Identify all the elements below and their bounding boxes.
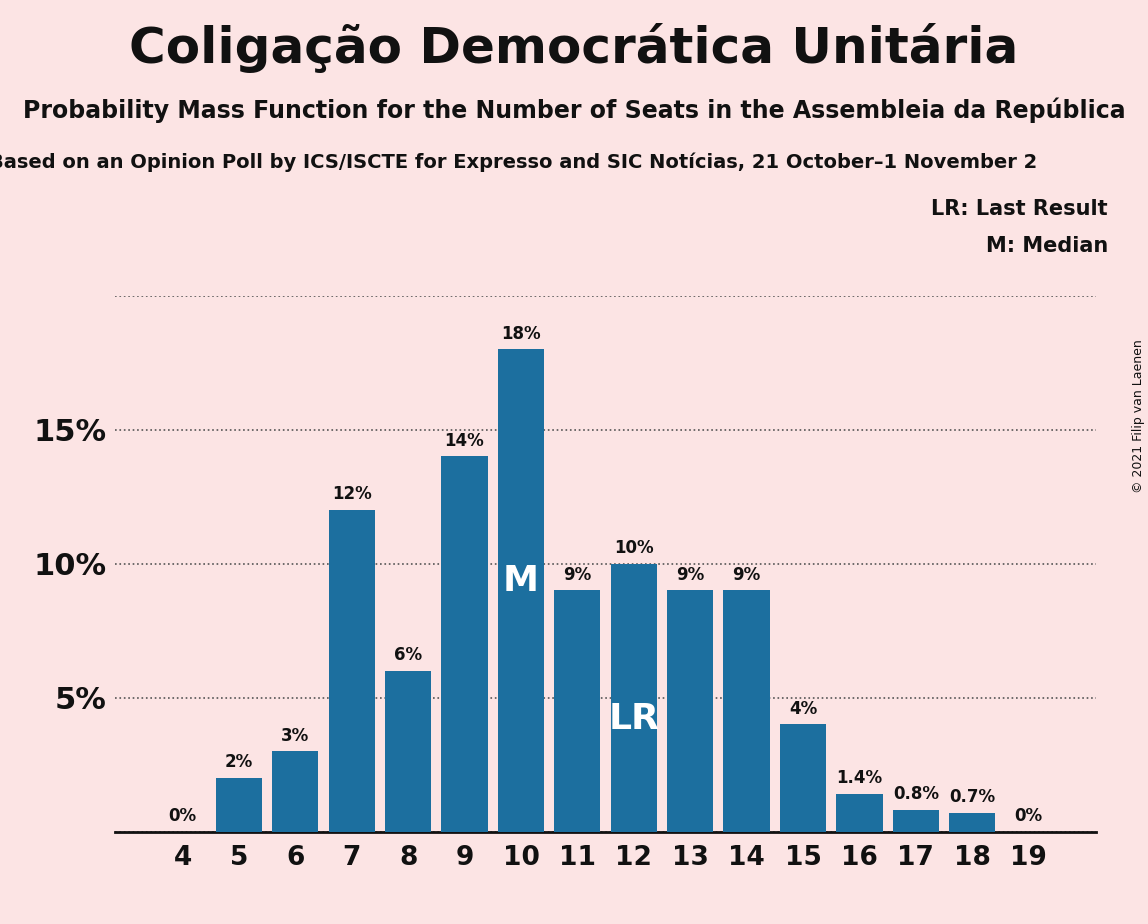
Text: 10%: 10% (614, 539, 653, 557)
Bar (611, 564, 657, 832)
Text: 9%: 9% (676, 565, 705, 584)
Bar (667, 590, 713, 832)
Text: Probability Mass Function for the Number of Seats in the Assembleia da República: Probability Mass Function for the Number… (23, 97, 1125, 123)
Bar (554, 590, 600, 832)
Text: LR: LR (608, 702, 659, 736)
Text: M: Median: M: Median (986, 236, 1108, 256)
Text: 1.4%: 1.4% (837, 770, 883, 787)
Bar (442, 456, 488, 832)
Text: 14%: 14% (444, 432, 484, 450)
Bar (272, 751, 318, 832)
Text: 12%: 12% (332, 485, 372, 504)
Text: 9%: 9% (564, 565, 591, 584)
Text: 0.7%: 0.7% (949, 788, 995, 806)
Text: LR: Last Result: LR: Last Result (931, 199, 1108, 219)
Text: M: M (503, 564, 538, 598)
Bar (328, 510, 375, 832)
Bar (836, 794, 883, 832)
Text: © 2021 Filip van Laenen: © 2021 Filip van Laenen (1132, 339, 1146, 492)
Text: Based on an Opinion Poll by ICS/ISCTE for Expresso and SIC Notícias, 21 October–: Based on an Opinion Poll by ICS/ISCTE fo… (0, 152, 1037, 172)
Text: 6%: 6% (394, 646, 422, 664)
Text: Coligação Democrática Unitária: Coligação Democrática Unitária (130, 23, 1018, 73)
Text: 18%: 18% (502, 324, 541, 343)
Bar (216, 778, 262, 832)
Bar (498, 349, 544, 832)
Text: 3%: 3% (281, 726, 310, 745)
Bar (779, 724, 827, 832)
Text: 9%: 9% (732, 565, 761, 584)
Bar (949, 813, 995, 832)
Text: 0%: 0% (1015, 807, 1042, 825)
Text: 0%: 0% (169, 807, 196, 825)
Text: 4%: 4% (789, 699, 817, 718)
Text: 0.8%: 0.8% (893, 785, 939, 804)
Text: 2%: 2% (225, 753, 253, 772)
Bar (385, 671, 432, 832)
Bar (893, 810, 939, 832)
Bar (723, 590, 769, 832)
